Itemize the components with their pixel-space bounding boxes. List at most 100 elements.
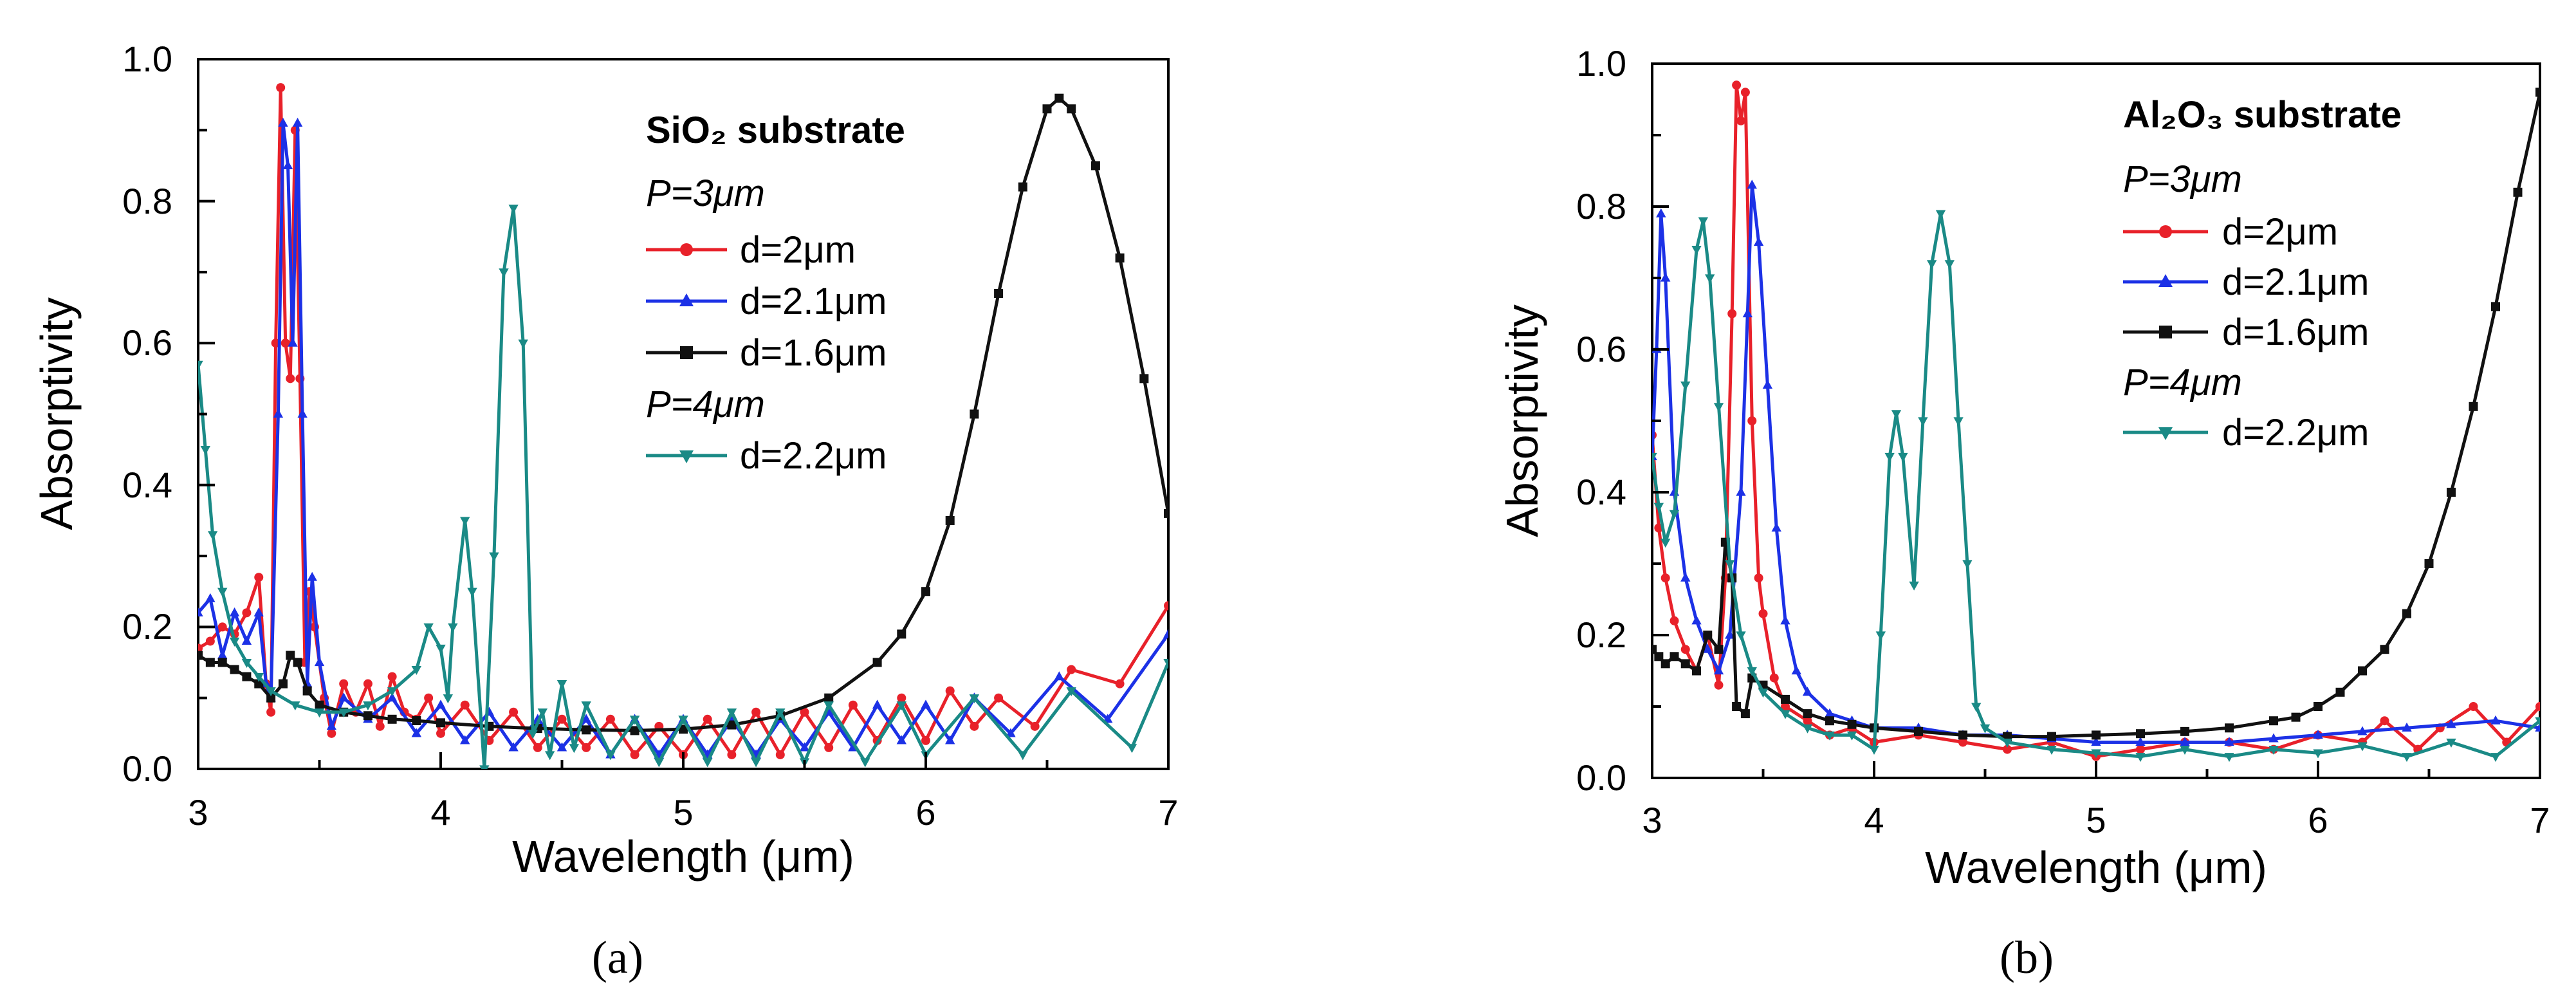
data-point [1680,659,1690,669]
data-point [1918,417,1928,427]
data-point [1653,503,1664,512]
data-point [2380,716,2389,726]
panel-b-y-axis-label: Absorptivity [1497,304,1547,537]
legend-marker [680,346,693,359]
legend-marker [679,293,694,306]
data-point [508,205,519,214]
data-point [896,701,906,711]
data-point [266,687,276,697]
data-point [1771,522,1781,532]
data-point [1869,746,1879,755]
data-point [945,735,955,744]
data-point [230,665,239,674]
legend-marker [2159,326,2172,338]
data-point [1825,716,1834,726]
data-point [387,672,397,681]
data-point [1164,508,1168,518]
data-point [945,515,955,525]
data-point [2136,744,2145,754]
data-point [2535,702,2540,711]
data-point [537,708,548,718]
data-point [326,721,337,730]
data-point [2047,732,2056,741]
data-point [1164,601,1168,611]
panel-a-ytick-label: 0.6 [122,322,172,363]
legend-marker [680,243,693,256]
data-point [1067,665,1076,674]
data-point [775,750,785,759]
data-point [2357,726,2368,735]
panel-b-legend-label: d=2.2μm [2222,412,2369,454]
data-point [198,607,203,616]
panel-b-ytick-label: 0.4 [1576,472,1626,512]
data-point [1054,671,1065,681]
data-point [307,571,317,581]
data-point [824,693,834,703]
panel-a-legend-group-label: P=3μm [646,172,765,214]
data-point [2268,746,2279,755]
panel-b-xtick-label: 5 [2086,800,2106,840]
data-point [775,708,786,718]
data-point [2225,723,2234,733]
data-point [1875,631,1886,641]
panel-a-ytick-label: 0.0 [122,748,172,789]
data-point [1042,104,1052,114]
data-point [1018,751,1028,761]
panel-a-xtick-label: 5 [673,792,693,833]
data-point [1762,380,1773,389]
panel-a-legend-item [646,450,727,463]
panel-a-ytick-label: 0.4 [122,465,172,505]
data-point [2402,753,2412,762]
data-point [1914,726,1923,736]
data-point [557,680,567,690]
data-point [581,714,591,723]
data-point [581,701,591,711]
data-point [1736,486,1746,496]
data-point [217,658,227,667]
data-point [2469,702,2478,711]
data-point [2180,726,2189,736]
data-point [2268,733,2279,743]
panel-b-ytick-label: 0.2 [1576,615,1626,655]
data-point [2490,715,2501,725]
data-point [703,758,713,768]
data-point [897,693,906,703]
panel-a-legend-item [646,346,727,359]
panel-a-xtick-label: 7 [1158,792,1178,833]
data-point [363,701,373,711]
panel-b-legend-label: d=2.1μm [2222,261,2369,303]
panel-b-ytick-label: 0.8 [1576,186,1626,226]
data-point [278,117,288,127]
panel-a-ytick-label: 1.0 [122,39,172,79]
data-point [994,288,1004,298]
panel-b-legend-label: d=1.6μm [2222,311,2369,353]
data-point [1115,253,1125,263]
data-point [436,699,446,709]
data-point [1702,643,1713,653]
data-point [1898,452,1908,462]
data-point [1703,631,1713,640]
data-point [338,708,349,718]
data-point [266,707,276,717]
data-point [276,83,286,93]
data-point [2091,749,2101,759]
data-point [872,658,882,667]
data-point [205,593,216,602]
data-point [1753,237,1764,246]
data-point [1803,716,1812,726]
data-point [436,728,445,738]
data-point [411,728,421,737]
data-point [1692,666,1701,676]
data-point [679,725,688,734]
data-point [2291,712,2301,722]
data-point [200,446,211,456]
data-point [338,692,349,702]
data-point [217,622,227,632]
panel-b-xtick-label: 6 [2308,800,2328,840]
data-point [241,636,252,645]
data-point [1747,416,1757,425]
data-point [1006,728,1016,737]
data-point [896,735,906,744]
data-point [1698,217,1709,226]
data-point [253,607,264,616]
